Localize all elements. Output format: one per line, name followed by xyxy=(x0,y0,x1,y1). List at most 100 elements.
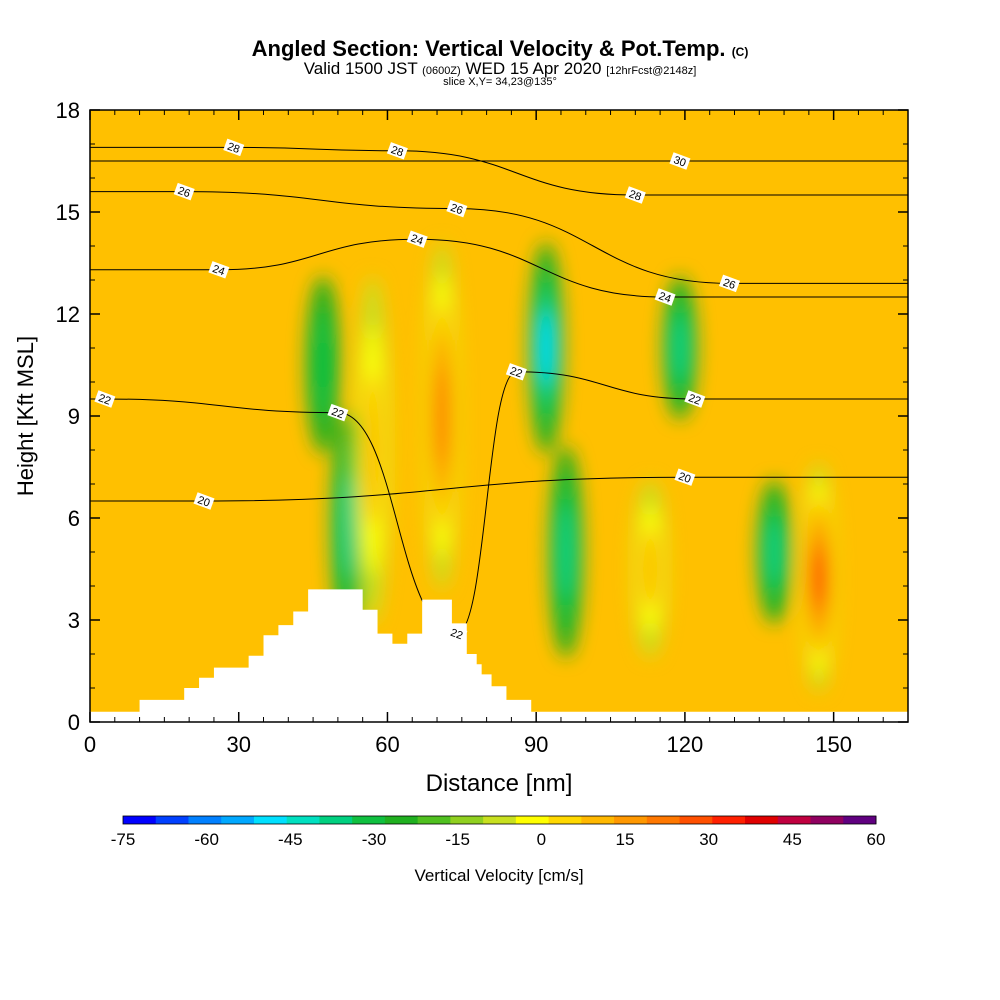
contour-label-box xyxy=(674,468,696,486)
colorbar-swatch xyxy=(253,816,288,824)
y-tick-label: 18 xyxy=(56,98,80,123)
colorbar-swatch xyxy=(384,816,419,824)
contour-label-box xyxy=(208,261,230,279)
x-tick-label: 30 xyxy=(226,732,250,757)
contour-label: 22 xyxy=(94,390,116,408)
contour-label-box xyxy=(624,186,646,204)
contour-label: 20 xyxy=(193,492,215,510)
colorbar-swatch xyxy=(745,816,779,824)
colorbar-tick-label: -15 xyxy=(445,830,470,849)
colorbar-swatch xyxy=(614,816,648,824)
contour-label: 26 xyxy=(173,182,195,201)
contour-label-box xyxy=(654,288,676,306)
colorbar-swatch xyxy=(646,816,681,824)
contour-label: 22 xyxy=(446,624,468,643)
contour-label-text: 26 xyxy=(176,185,192,200)
subtitle-forecast: [12hrFcst@2148z] xyxy=(606,65,697,77)
contour-label: 22 xyxy=(327,403,349,422)
terrain xyxy=(90,589,908,722)
subtitle-date: WED 15 Apr 2020 xyxy=(465,59,602,78)
velocity-feature xyxy=(765,518,784,586)
contour-label-box xyxy=(406,230,428,248)
contour-label-text: 26 xyxy=(721,277,737,292)
colorbar-label: Vertical Velocity [cm/s] xyxy=(414,866,583,885)
title-main: Angled Section: Vertical Velocity & Pot.… xyxy=(251,36,726,61)
colorbar-swatch xyxy=(188,816,222,824)
contour-label-text: 22 xyxy=(449,627,465,642)
contour-label-text: 24 xyxy=(211,263,227,278)
field-background xyxy=(90,110,908,722)
contour-label: 30 xyxy=(669,152,691,170)
colorbar-swatch xyxy=(483,816,517,824)
colorbar: -75 -60 -45 -30 -15 0 15 30 45 60 Vertical Velocit… xyxy=(111,815,886,885)
plot-area: 28 28 30 26 28 26 24 26 24 24 22 22 22 22 20 20 22 xyxy=(90,110,908,722)
contour-label: 28 xyxy=(624,186,646,204)
colorbar-tick-label: -45 xyxy=(278,830,303,849)
colorbar-swatch xyxy=(581,816,615,824)
colorbar-swatch xyxy=(712,816,746,824)
x-tick-label: 0 xyxy=(84,732,96,757)
contour-label-box xyxy=(505,363,527,381)
contour-label: 20 xyxy=(674,468,696,486)
colorbar-swatch xyxy=(515,816,550,824)
contour-label: 28 xyxy=(223,138,245,157)
velocity-feature xyxy=(435,365,449,467)
colorbar-tick-label: -60 xyxy=(194,830,219,849)
contour-label-text: 28 xyxy=(226,141,242,156)
contour-labels: 28 28 30 26 28 26 24 26 24 24 22 22 22 22 20 20 22 xyxy=(94,138,741,643)
contour-label-text: 24 xyxy=(657,290,673,305)
title-suffix: (C) xyxy=(731,45,749,59)
theta-contour-28 xyxy=(90,146,908,196)
chart-title: Angled Section: Vertical Velocity & Pot.… xyxy=(0,36,1000,62)
velocity-feature xyxy=(641,528,660,610)
colorbar-swatch xyxy=(777,816,812,824)
colorbar-tick-label: 15 xyxy=(616,830,635,849)
contour-label-box xyxy=(223,138,245,157)
contour-label: 26 xyxy=(446,199,468,218)
contour-label-box xyxy=(193,492,215,510)
velocity-feature xyxy=(363,373,382,527)
colorbar-swatch xyxy=(450,816,484,824)
colorbar-swatch xyxy=(417,816,451,824)
chart-subtitle: Valid 1500 JST (0600Z) WED 15 Apr 2020 [… xyxy=(0,59,1000,79)
contour-label-text: 22 xyxy=(330,406,346,421)
y-tick-label: 0 xyxy=(68,710,80,735)
x-tick-label: 90 xyxy=(524,732,548,757)
contour-label-box xyxy=(327,403,349,422)
velocity-feature xyxy=(538,310,554,386)
contour-label-box xyxy=(719,274,741,293)
contour-label: 26 xyxy=(719,274,741,293)
colorbar-swatch xyxy=(352,816,386,824)
velocity-field xyxy=(306,242,836,692)
contour-label-text: 28 xyxy=(627,188,643,203)
contour-label-box xyxy=(684,390,706,408)
x-tick-label: 120 xyxy=(667,732,704,757)
contour-label: 24 xyxy=(208,261,230,279)
contour-label-box xyxy=(669,152,691,170)
colorbar-frame xyxy=(122,815,877,825)
colorbar-swatch xyxy=(319,816,353,824)
subtitle-valid-time: Valid 1500 JST xyxy=(303,59,418,78)
y-tick-label: 3 xyxy=(68,608,80,633)
slice-label: slice X,Y= 34,23@135° xyxy=(443,76,557,88)
colorbar-swatch xyxy=(679,816,713,824)
contour-label-text: 22 xyxy=(687,392,703,407)
contour-label: 28 xyxy=(386,142,408,160)
contour-label-text: 28 xyxy=(389,144,405,159)
velocity-feature xyxy=(556,504,575,600)
contour-label-text: 20 xyxy=(196,494,212,509)
x-axis-label: Distance [nm] xyxy=(426,770,573,797)
y-tick-label: 9 xyxy=(68,404,80,429)
colorbar-swatch xyxy=(286,816,320,824)
colorbar-swatch xyxy=(221,816,255,824)
colorbar-tick-label: 60 xyxy=(867,830,886,849)
velocity-feature xyxy=(311,310,335,420)
colorbar-tick-label: -30 xyxy=(362,830,387,849)
colorbar-swatch xyxy=(810,816,844,824)
velocity-feature xyxy=(670,314,689,382)
contour-label-box xyxy=(386,142,408,160)
contour-label-box xyxy=(173,182,195,201)
theta-contour-24 xyxy=(90,238,908,298)
theta-contour-20 xyxy=(90,476,908,502)
